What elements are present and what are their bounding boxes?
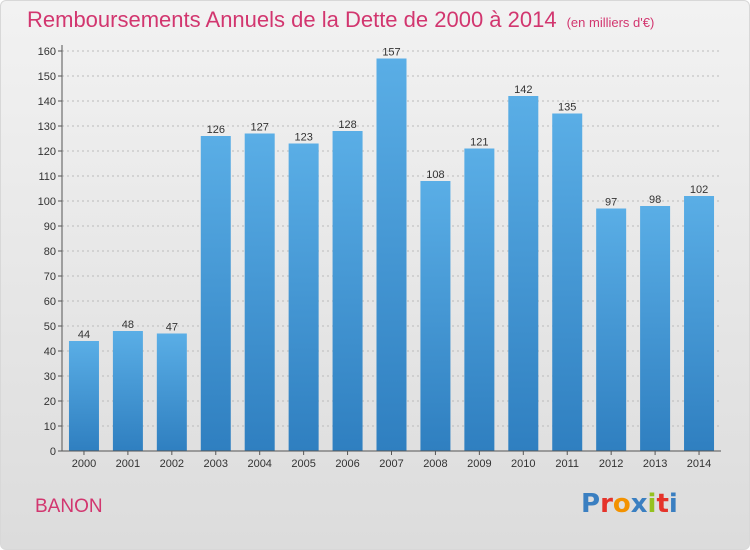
chart-title-text: Remboursements Annuels de la Dette de 20… — [27, 7, 557, 32]
bar-2000 — [68, 341, 99, 451]
y-tick-label: 120 — [38, 146, 56, 158]
bar-2004 — [244, 133, 275, 451]
x-tick-label: 2000 — [72, 458, 96, 470]
logo-letter: P — [581, 489, 601, 519]
bar-2002 — [156, 333, 187, 451]
x-tick-label: 2005 — [291, 458, 315, 470]
logo-letter: i — [668, 489, 678, 519]
logo-letter: o — [612, 489, 631, 519]
axes: 0 10 20 30 40 50 60 70 80 90 100 110 120 130 140 150 160… — [38, 45, 721, 470]
bar-2011 — [552, 113, 583, 451]
bar-value-label: 135 — [558, 102, 576, 114]
x-tick-label: 2011 — [555, 458, 579, 470]
bar-value-label: 127 — [251, 122, 269, 134]
proxiti-logo[interactable]: Proxiti — [581, 489, 678, 519]
bar-value-label: 157 — [382, 47, 400, 59]
logo-letter: r — [600, 489, 613, 519]
bar-value-label: 121 — [470, 137, 488, 149]
x-tick-label: 2007 — [379, 458, 403, 470]
bars: 44 48 47 126 127 123 128 157 108 121 142 135 97 98 102 — [68, 47, 715, 451]
bar-2001 — [112, 331, 143, 451]
y-tick-label: 80 — [44, 246, 56, 258]
x-tick-label: 2014 — [687, 458, 711, 470]
bar-value-label: 47 — [166, 322, 178, 334]
y-tick-label: 0 — [50, 446, 56, 458]
y-tick-label: 40 — [44, 346, 56, 358]
y-tick-label: 70 — [44, 271, 56, 283]
x-tick-label: 2013 — [643, 458, 667, 470]
x-tick-label: 2010 — [511, 458, 535, 470]
bar-2010 — [508, 96, 539, 451]
logo-letter: x — [630, 489, 648, 519]
y-tick-label: 130 — [38, 121, 56, 133]
x-tick-label: 2001 — [116, 458, 140, 470]
bar-2003 — [200, 136, 231, 451]
bar-value-label: 126 — [207, 124, 225, 136]
y-tick-label: 150 — [38, 71, 56, 83]
y-tick-label: 160 — [38, 46, 56, 58]
logo-letter: i — [647, 489, 657, 519]
x-tick-label: 2008 — [423, 458, 447, 470]
y-tick-label: 60 — [44, 296, 56, 308]
commune-name: BANON — [35, 496, 103, 517]
bar-value-label: 44 — [78, 329, 90, 341]
x-tick-label: 2006 — [335, 458, 359, 470]
bar-value-label: 97 — [605, 197, 617, 209]
bar-2005 — [288, 143, 319, 451]
x-tick-label: 2002 — [160, 458, 184, 470]
bar-value-label: 128 — [338, 119, 356, 131]
chart-unit: (en milliers d'€) — [566, 15, 655, 30]
y-tick-label: 10 — [44, 421, 56, 433]
bar-2006 — [332, 131, 363, 451]
bar-value-label: 108 — [426, 169, 444, 181]
x-tick-label: 2003 — [204, 458, 228, 470]
chart-title: Remboursements Annuels de la Dette de 20… — [27, 7, 654, 33]
bar-2013 — [640, 206, 671, 451]
x-tick-label: 2012 — [599, 458, 623, 470]
x-tick-label: 2004 — [247, 458, 271, 470]
bar-value-label: 98 — [649, 194, 661, 206]
y-tick-label: 30 — [44, 371, 56, 383]
y-tick-label: 110 — [38, 171, 56, 183]
x-tick-label: 2009 — [467, 458, 491, 470]
bar-2008 — [420, 181, 451, 451]
bar-value-label: 123 — [294, 132, 312, 144]
logo-letter: t — [656, 489, 669, 519]
bar-2012 — [596, 208, 627, 451]
bar-2009 — [464, 148, 495, 451]
y-tick-label: 50 — [44, 321, 56, 333]
bar-2014 — [684, 196, 715, 451]
y-tick-label: 100 — [38, 196, 56, 208]
y-tick-label: 140 — [38, 96, 56, 108]
bar-value-label: 48 — [122, 319, 134, 331]
y-tick-label: 90 — [44, 221, 56, 233]
bar-2007 — [376, 58, 407, 451]
y-tick-label: 20 — [44, 396, 56, 408]
bar-value-label: 102 — [690, 184, 708, 196]
bar-value-label: 142 — [514, 84, 532, 96]
